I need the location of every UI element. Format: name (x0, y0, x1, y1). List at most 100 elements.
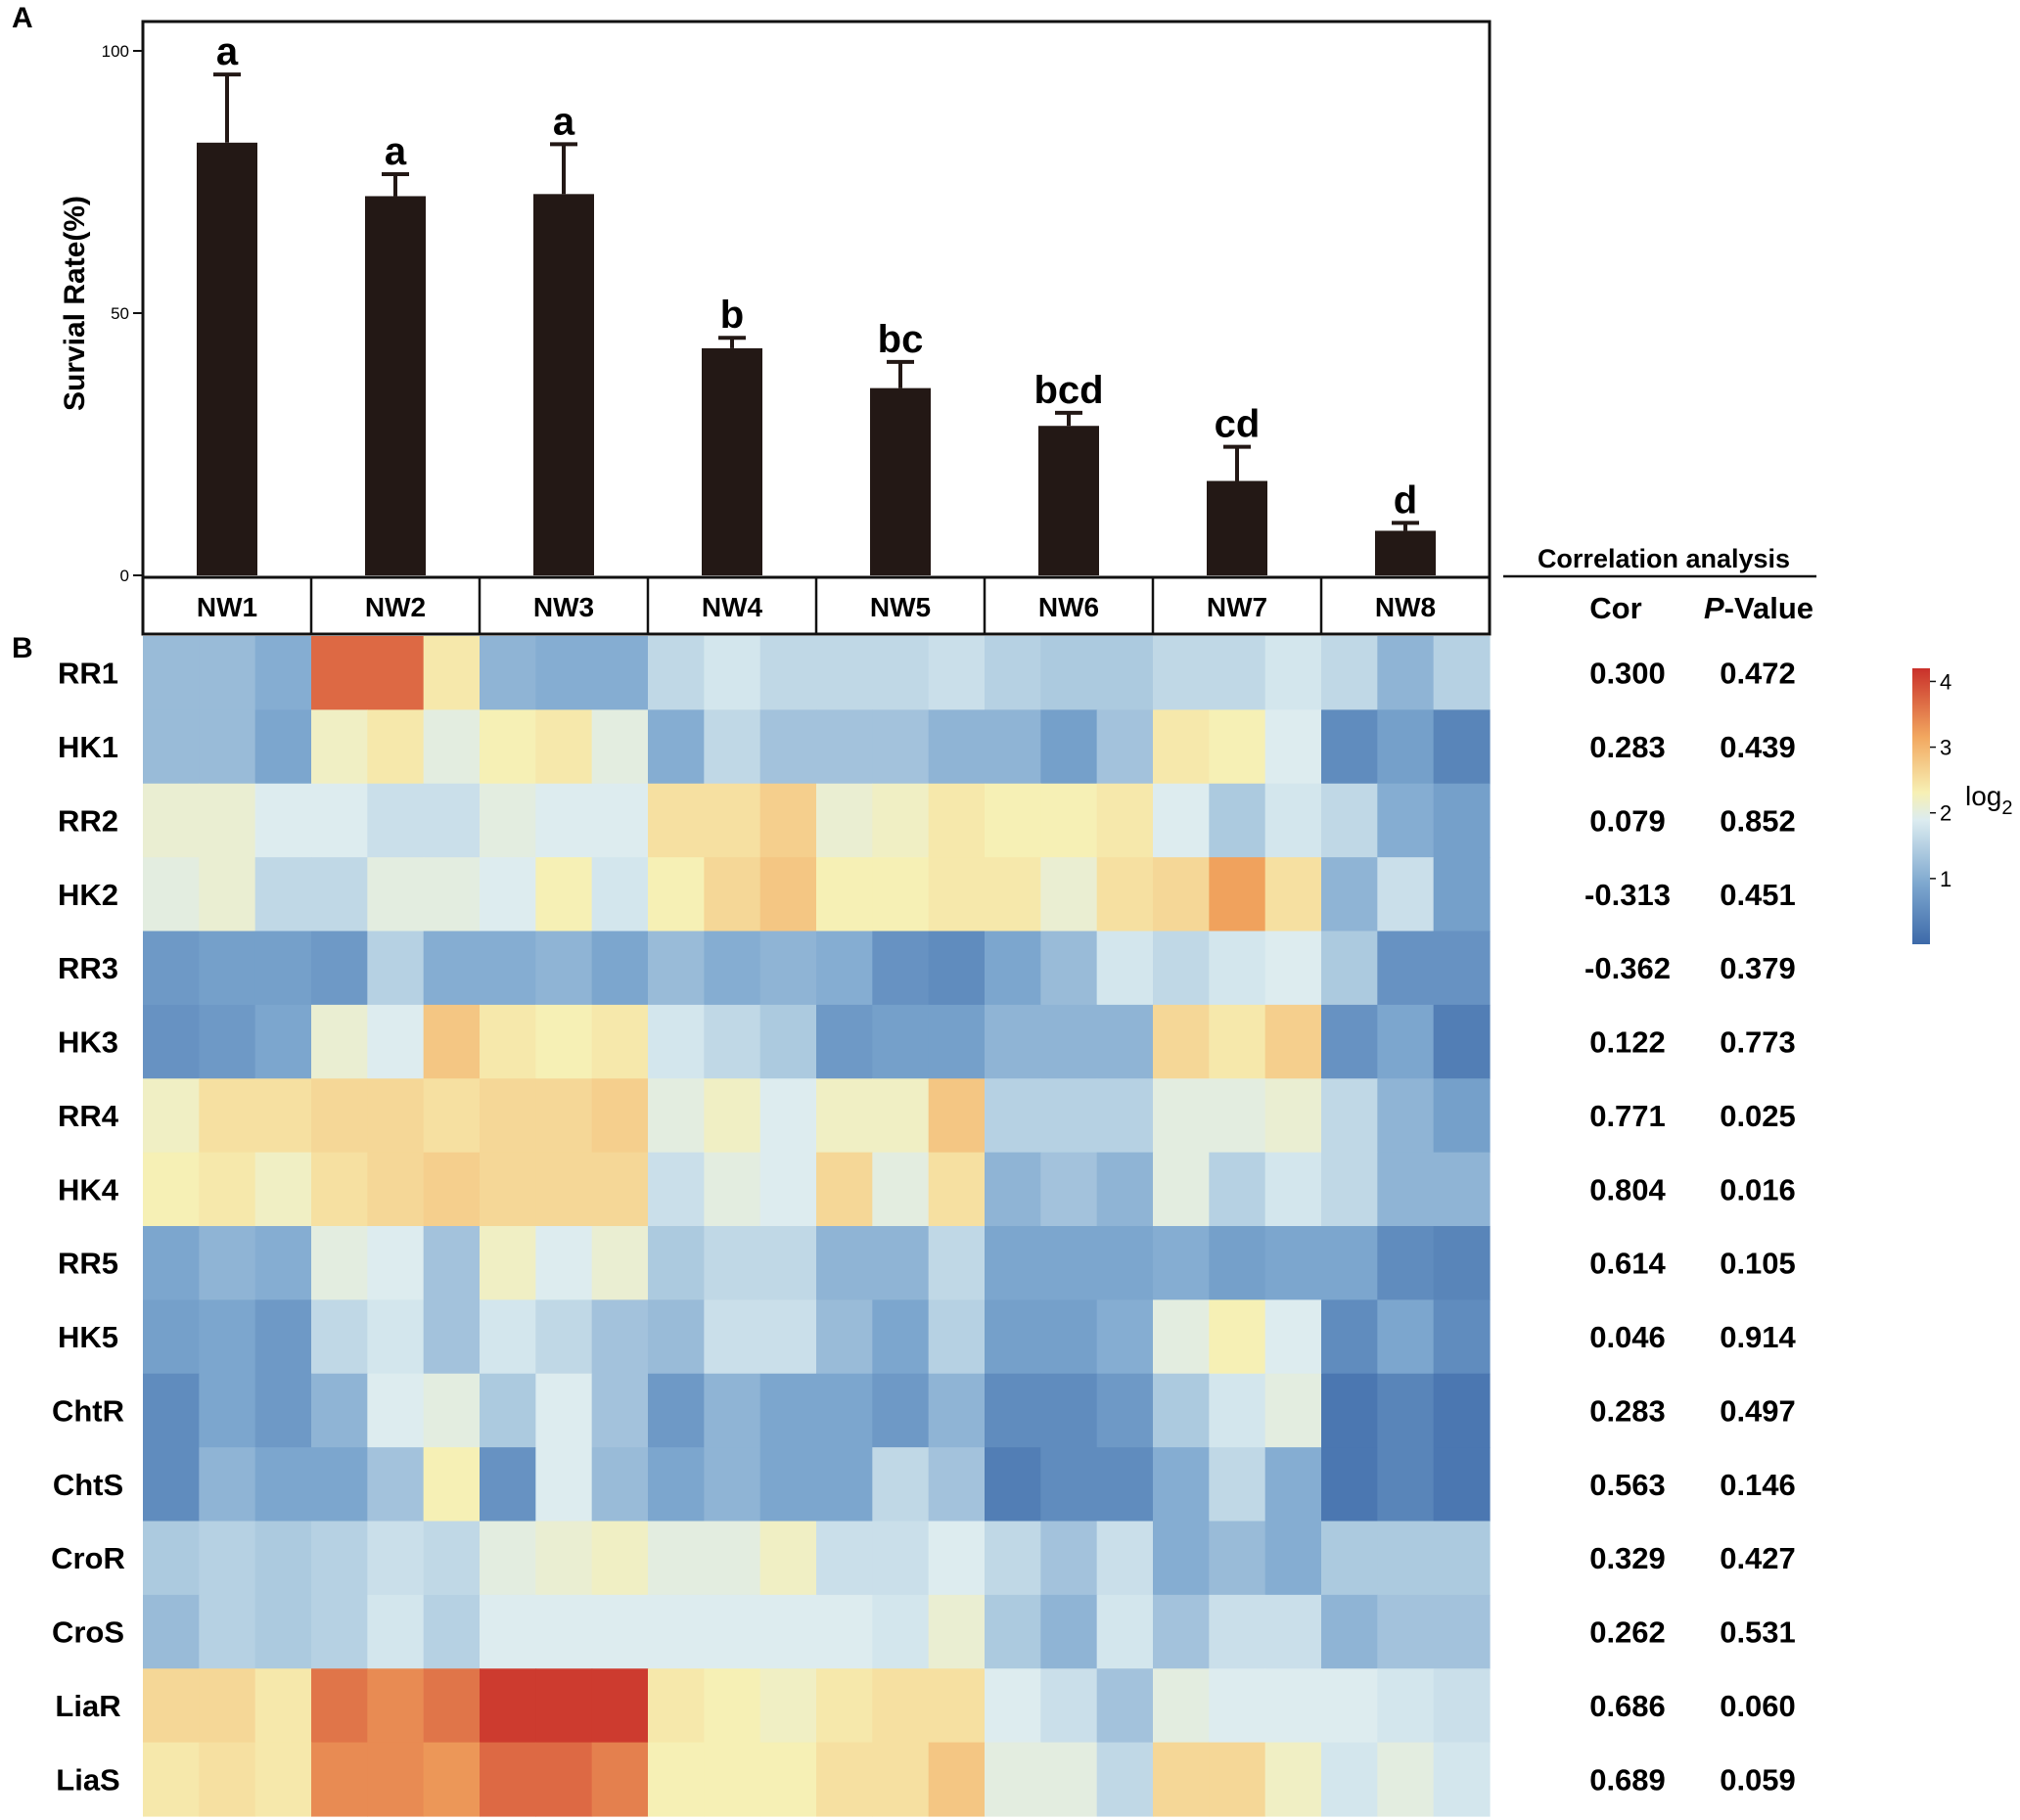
heatmap-cell (1377, 1226, 1435, 1300)
heatmap-cell (1209, 931, 1266, 1006)
p-rest: -Value (1724, 591, 1813, 625)
row-label: RR1 (58, 657, 118, 691)
colorbar-gradient (1912, 668, 1930, 944)
heatmap-cell (985, 1004, 1041, 1079)
p-italic: P (1704, 591, 1724, 625)
heatmap-cell (759, 1521, 817, 1596)
heatmap-cell (872, 636, 930, 710)
heatmap-cell (872, 783, 930, 858)
heatmap-cell (872, 1521, 930, 1596)
p-value: 0.105 (1720, 1247, 1796, 1281)
heatmap-cell (816, 931, 873, 1006)
heatmap-cell (254, 1299, 312, 1375)
heatmap-cell (704, 1226, 761, 1300)
row-label: LiaR (55, 1689, 120, 1723)
heatmap-cell (1264, 1004, 1322, 1079)
significance-letter: b (720, 294, 744, 337)
heatmap-cell (816, 1594, 873, 1669)
row-label: HK1 (58, 730, 118, 764)
cor-value: 0.329 (1589, 1541, 1666, 1575)
heatmap-cell (704, 1373, 761, 1448)
row-label: CroS (52, 1615, 124, 1650)
heatmap-cell (143, 1521, 200, 1596)
p-value: 0.146 (1720, 1468, 1796, 1502)
heatmap-cell (759, 1742, 817, 1817)
y-axis: 0 50 100 (102, 42, 143, 585)
p-value: 0.531 (1720, 1615, 1796, 1650)
y-tick-label: 0 (120, 567, 129, 585)
heatmap-cell (985, 857, 1041, 933)
heatmap-cell (591, 1447, 649, 1523)
heatmap-cell (1209, 709, 1266, 785)
heatmap-cell (1153, 1742, 1210, 1817)
heatmap-cell (480, 857, 536, 933)
colorbar-ticks: 1 2 3 4 (1930, 669, 1951, 891)
heatmap-cell (1040, 783, 1098, 858)
bar (870, 387, 931, 575)
colorbar-label-sub: 2 (2001, 797, 2012, 819)
heatmap-cell (535, 931, 593, 1006)
heatmap-cell (1153, 857, 1210, 933)
heatmap-cell (704, 1447, 761, 1523)
heatmap-cell (1153, 709, 1210, 785)
heatmap-cell (1153, 636, 1210, 710)
heatmap-row-labels: RR1 HK1 RR2 HK2 RR3 HK3 RR4 HK4 RR5 HK5 ChtR ChtS Cr… (51, 657, 125, 1797)
heatmap-cell (985, 1594, 1041, 1669)
cor-value: 0.771 (1589, 1099, 1666, 1133)
heatmap-cell (591, 931, 649, 1006)
heatmap-cell (816, 1521, 873, 1596)
heatmap-cell (1321, 1004, 1378, 1079)
heatmap-cell (648, 709, 705, 785)
heatmap-cell (311, 1078, 368, 1154)
heatmap-cell (311, 1521, 368, 1596)
colorbar-tick-label: 1 (1940, 867, 1951, 891)
heatmap-cell (480, 1226, 536, 1300)
heatmap-cell (1321, 1594, 1378, 1669)
heatmap-cell (759, 1299, 817, 1375)
heatmap-cell (1096, 709, 1154, 785)
row-label: ChtR (52, 1393, 124, 1428)
heatmap-cell (1321, 931, 1378, 1006)
row-label: HK4 (58, 1172, 119, 1206)
heatmap-cell (423, 1594, 481, 1669)
heatmap-cell (1433, 1373, 1491, 1448)
heatmap-cell (423, 636, 481, 710)
heatmap-cell (1096, 783, 1154, 858)
heatmap-cell (367, 1226, 425, 1300)
heatmap-cell (816, 1299, 873, 1375)
heatmap-cell (535, 636, 593, 710)
heatmap-cell (1433, 636, 1491, 710)
heatmap-cell (1209, 1373, 1266, 1448)
heatmap-cell (254, 1594, 312, 1669)
heatmap-cell (759, 709, 817, 785)
heatmap-cell (367, 1299, 425, 1375)
heatmap-cell (1377, 1594, 1435, 1669)
heatmap-cell (480, 1521, 536, 1596)
p-value: 0.439 (1720, 730, 1796, 764)
heatmap-cell (423, 1004, 481, 1079)
cor-value: 0.563 (1589, 1468, 1666, 1502)
heatmap-cell (311, 1299, 368, 1375)
heatmap-cell (1321, 783, 1378, 858)
heatmap-cell (199, 1594, 256, 1669)
cor-value: 0.300 (1589, 657, 1666, 691)
heatmap-cell (311, 1742, 368, 1817)
heatmap-cell (254, 1004, 312, 1079)
bar (1038, 426, 1099, 575)
heatmap-cell (1321, 636, 1378, 710)
heatmap-cell (1264, 1668, 1322, 1744)
heatmap-cell (1433, 1447, 1491, 1523)
heatmap-cell (648, 1152, 705, 1227)
y-tick-label: 50 (111, 304, 129, 323)
heatmap-cell (704, 1521, 761, 1596)
heatmap-cell (535, 1668, 593, 1744)
heatmap-cell (254, 1152, 312, 1227)
heatmap-cell (872, 1004, 930, 1079)
heatmap-cell (480, 1373, 536, 1448)
heatmap-cell (872, 857, 930, 933)
heatmap-cell (535, 783, 593, 858)
heatmap-cell (872, 1152, 930, 1227)
heatmap-cell (1321, 1078, 1378, 1154)
plot-frame (141, 20, 1492, 579)
heatmap-cell (1377, 931, 1435, 1006)
